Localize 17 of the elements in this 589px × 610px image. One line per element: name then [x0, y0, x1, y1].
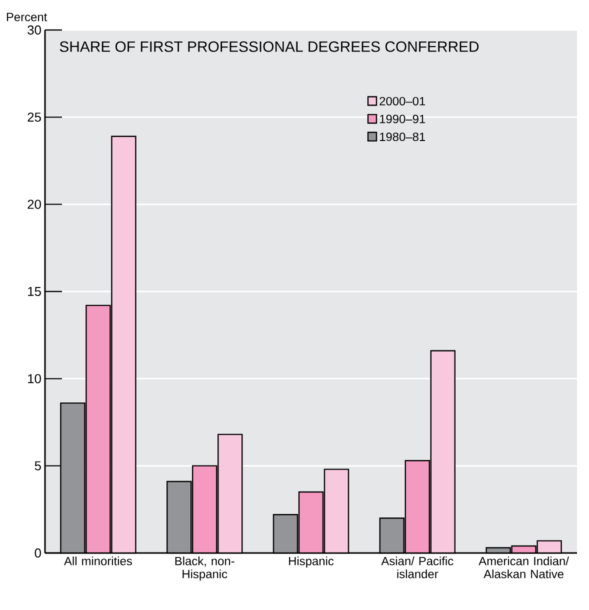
y-tick-label: 15 — [28, 286, 41, 296]
legend-label: 1980–81 — [380, 132, 426, 142]
y-tick-label: 0 — [34, 548, 41, 558]
y-tick-label: 10 — [28, 374, 41, 384]
x-tick-label: Hispanic — [289, 556, 334, 568]
y-axis-title: Percent — [6, 12, 48, 22]
x-tick-label: American Indian/ Alaskan Native — [478, 556, 569, 578]
y-tick-label: 30 — [28, 25, 41, 35]
y-tick-label: 25 — [28, 112, 41, 122]
legend-label: 2000–01 — [380, 96, 426, 106]
legend-label: 1990–91 — [380, 114, 426, 124]
x-tick-label: All minorities — [64, 556, 132, 566]
x-tick-label: Black, non-Hispanic — [175, 556, 234, 581]
y-tick-label: 5 — [34, 461, 41, 470]
text: SHARE OF FIRST PROFESSIONAL DEGREES CONFERRED — [60, 41, 479, 52]
x-tick-label: Asian/ Pacific islander — [381, 556, 454, 578]
y-tick-label: 20 — [28, 200, 41, 209]
